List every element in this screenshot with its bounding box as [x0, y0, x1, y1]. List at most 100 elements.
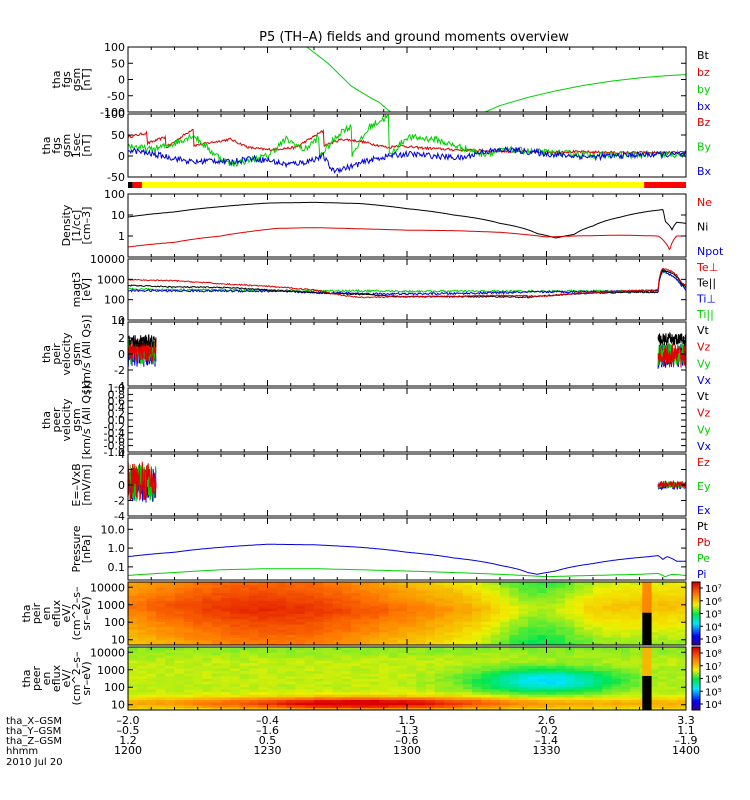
y-axis-label: [nPa]: [80, 535, 93, 563]
y-axis-label: en: [40, 607, 53, 621]
y-tick-label: 1000: [97, 664, 125, 677]
y-tick-label: -50: [107, 171, 125, 184]
y-axis-label: tha: [50, 70, 63, 88]
y-tick-label: 0.8: [108, 388, 126, 401]
y-tick-label: 100: [104, 188, 125, 201]
y-axis-label: [km/s (All Qs)]: [80, 381, 93, 460]
plot-area: [128, 267, 686, 299]
series-line: [128, 568, 686, 578]
series-burst: [128, 461, 157, 501]
legend-entry: By: [697, 141, 712, 154]
y-tick-label: 4: [118, 316, 125, 329]
y-axis-label: E=–VxB: [70, 463, 83, 506]
legend-entry: Bx: [697, 165, 712, 178]
y-tick-label: 1.0: [108, 382, 126, 395]
colorbar-tick-label: 10⁴: [705, 622, 722, 633]
y-tick-label: -100: [100, 106, 125, 119]
no-data-block: [642, 612, 652, 645]
y-tick-label: -50: [107, 90, 125, 103]
plot-area: [128, 647, 686, 710]
y-tick-label: 100: [104, 108, 125, 121]
panel-p8: 10.0 1.0 0.1 Pressure[nPa] Pt Pb Pe Pi: [70, 517, 711, 581]
y-axis-label: eflux: [50, 664, 63, 692]
ephemeris-value: –0.6: [396, 734, 419, 747]
y-axis-label: sr–eV): [80, 661, 93, 695]
legend-entry: Vx: [697, 440, 712, 453]
mode-segment: [132, 182, 142, 188]
y-tick-label: -0.6: [104, 433, 125, 446]
series-line: [128, 267, 686, 299]
ephemeris-row-label: tha_Y–GSM: [6, 726, 61, 737]
plot-area: [128, 582, 686, 645]
y-tick-label: -0.4: [104, 427, 125, 440]
ephemeris-value: –1.4: [535, 734, 558, 747]
y-axis-label: [1/cc]: [70, 210, 83, 241]
y-tick-label: 10000: [90, 253, 125, 266]
ephemeris-value: 3.3: [677, 714, 695, 727]
ephemeris-value: 1.2: [119, 734, 137, 747]
y-tick-label: 10: [111, 699, 125, 712]
y-axis-label: peir: [30, 602, 43, 624]
y-tick-label: -2: [114, 495, 125, 508]
y-tick-label: 10: [111, 209, 125, 222]
y-tick-label: 10: [111, 634, 125, 647]
y-tick-label: 0: [118, 150, 125, 163]
y-axis-label: tha: [40, 136, 53, 154]
y-tick-label: 0: [118, 74, 125, 87]
y-axis-label: [nT]: [80, 134, 93, 156]
ephemeris-row-label: tha_X–GSM: [6, 716, 62, 727]
ephemeris-value: –2.0: [117, 714, 140, 727]
y-axis-label: [cm–3]: [80, 207, 93, 245]
y-tick-label: 4: [118, 448, 125, 461]
y-tick-label: -0.2: [104, 420, 125, 433]
y-tick-label: 50: [111, 129, 125, 142]
mode-segment: [128, 182, 133, 188]
y-tick-label: 100: [104, 681, 125, 694]
y-tick-label: -4: [114, 380, 125, 393]
legend-entry: Te||: [696, 277, 716, 290]
legend-entry: Ex: [697, 504, 711, 517]
legend-entry: Vy: [697, 357, 711, 370]
y-tick-label: 1.0: [108, 542, 126, 555]
ephemeris-value: –0.4: [256, 714, 279, 727]
y-tick-label: 100: [104, 41, 125, 54]
ephemeris-value: –0.2: [535, 724, 558, 737]
y-axis-label: eV/: [60, 604, 73, 622]
y-axis-label: 1sec: [70, 133, 83, 159]
plot-area: [128, 461, 686, 503]
y-axis-label: velocity: [60, 332, 73, 375]
legend-entry: Ti||: [696, 308, 714, 321]
legend-entry: Vz: [697, 341, 711, 354]
y-tick-label: 0: [118, 348, 125, 361]
y-tick-label: 10: [111, 314, 125, 327]
y-axis-label: gsm: [70, 408, 83, 431]
y-axis-label: Pressure: [70, 525, 83, 572]
legend-entry: Bz: [697, 116, 711, 129]
colorbar-tick-label: 10⁵: [705, 610, 722, 621]
ephemeris-value: –0.5: [117, 724, 140, 737]
legend-entry: Vt: [697, 390, 710, 403]
panel-p10: 10000 1000 100 10 thapeerenefluxeV/(cm^2–s–s…: [20, 646, 687, 712]
legend-entry: Ey: [697, 480, 711, 493]
y-tick-label: -0.8: [104, 440, 125, 453]
y-tick-label: 0.1: [108, 561, 126, 574]
ephemeris-value: 0.5: [259, 734, 277, 747]
y-axis-label: tha: [20, 669, 33, 687]
y-tick-label: 0.0: [108, 414, 126, 427]
y-axis-label: peer: [50, 407, 63, 433]
date-label: 2010 Jul 20: [6, 757, 63, 768]
plot-area: [128, 201, 686, 251]
y-tick-label: 1000: [97, 599, 125, 612]
colorbar-tick-label: 10⁸: [705, 649, 722, 660]
mode-segment: [644, 182, 686, 188]
series-line: [128, 227, 686, 251]
ephemeris-row-label: hhmm: [6, 746, 38, 757]
y-axis-label: fgs: [60, 71, 73, 88]
series-line: [128, 146, 686, 174]
panel-p6: 1.00.80.60.40.20.0-0.2-0.4-0.6-0.8-1.0 th…: [40, 381, 712, 460]
y-axis-label: Density: [60, 204, 73, 246]
plot-area: [305, 47, 686, 112]
panel-p9: 10000 1000 100 10 thapeirenefluxeV/(cm^2–s–s…: [20, 581, 687, 647]
